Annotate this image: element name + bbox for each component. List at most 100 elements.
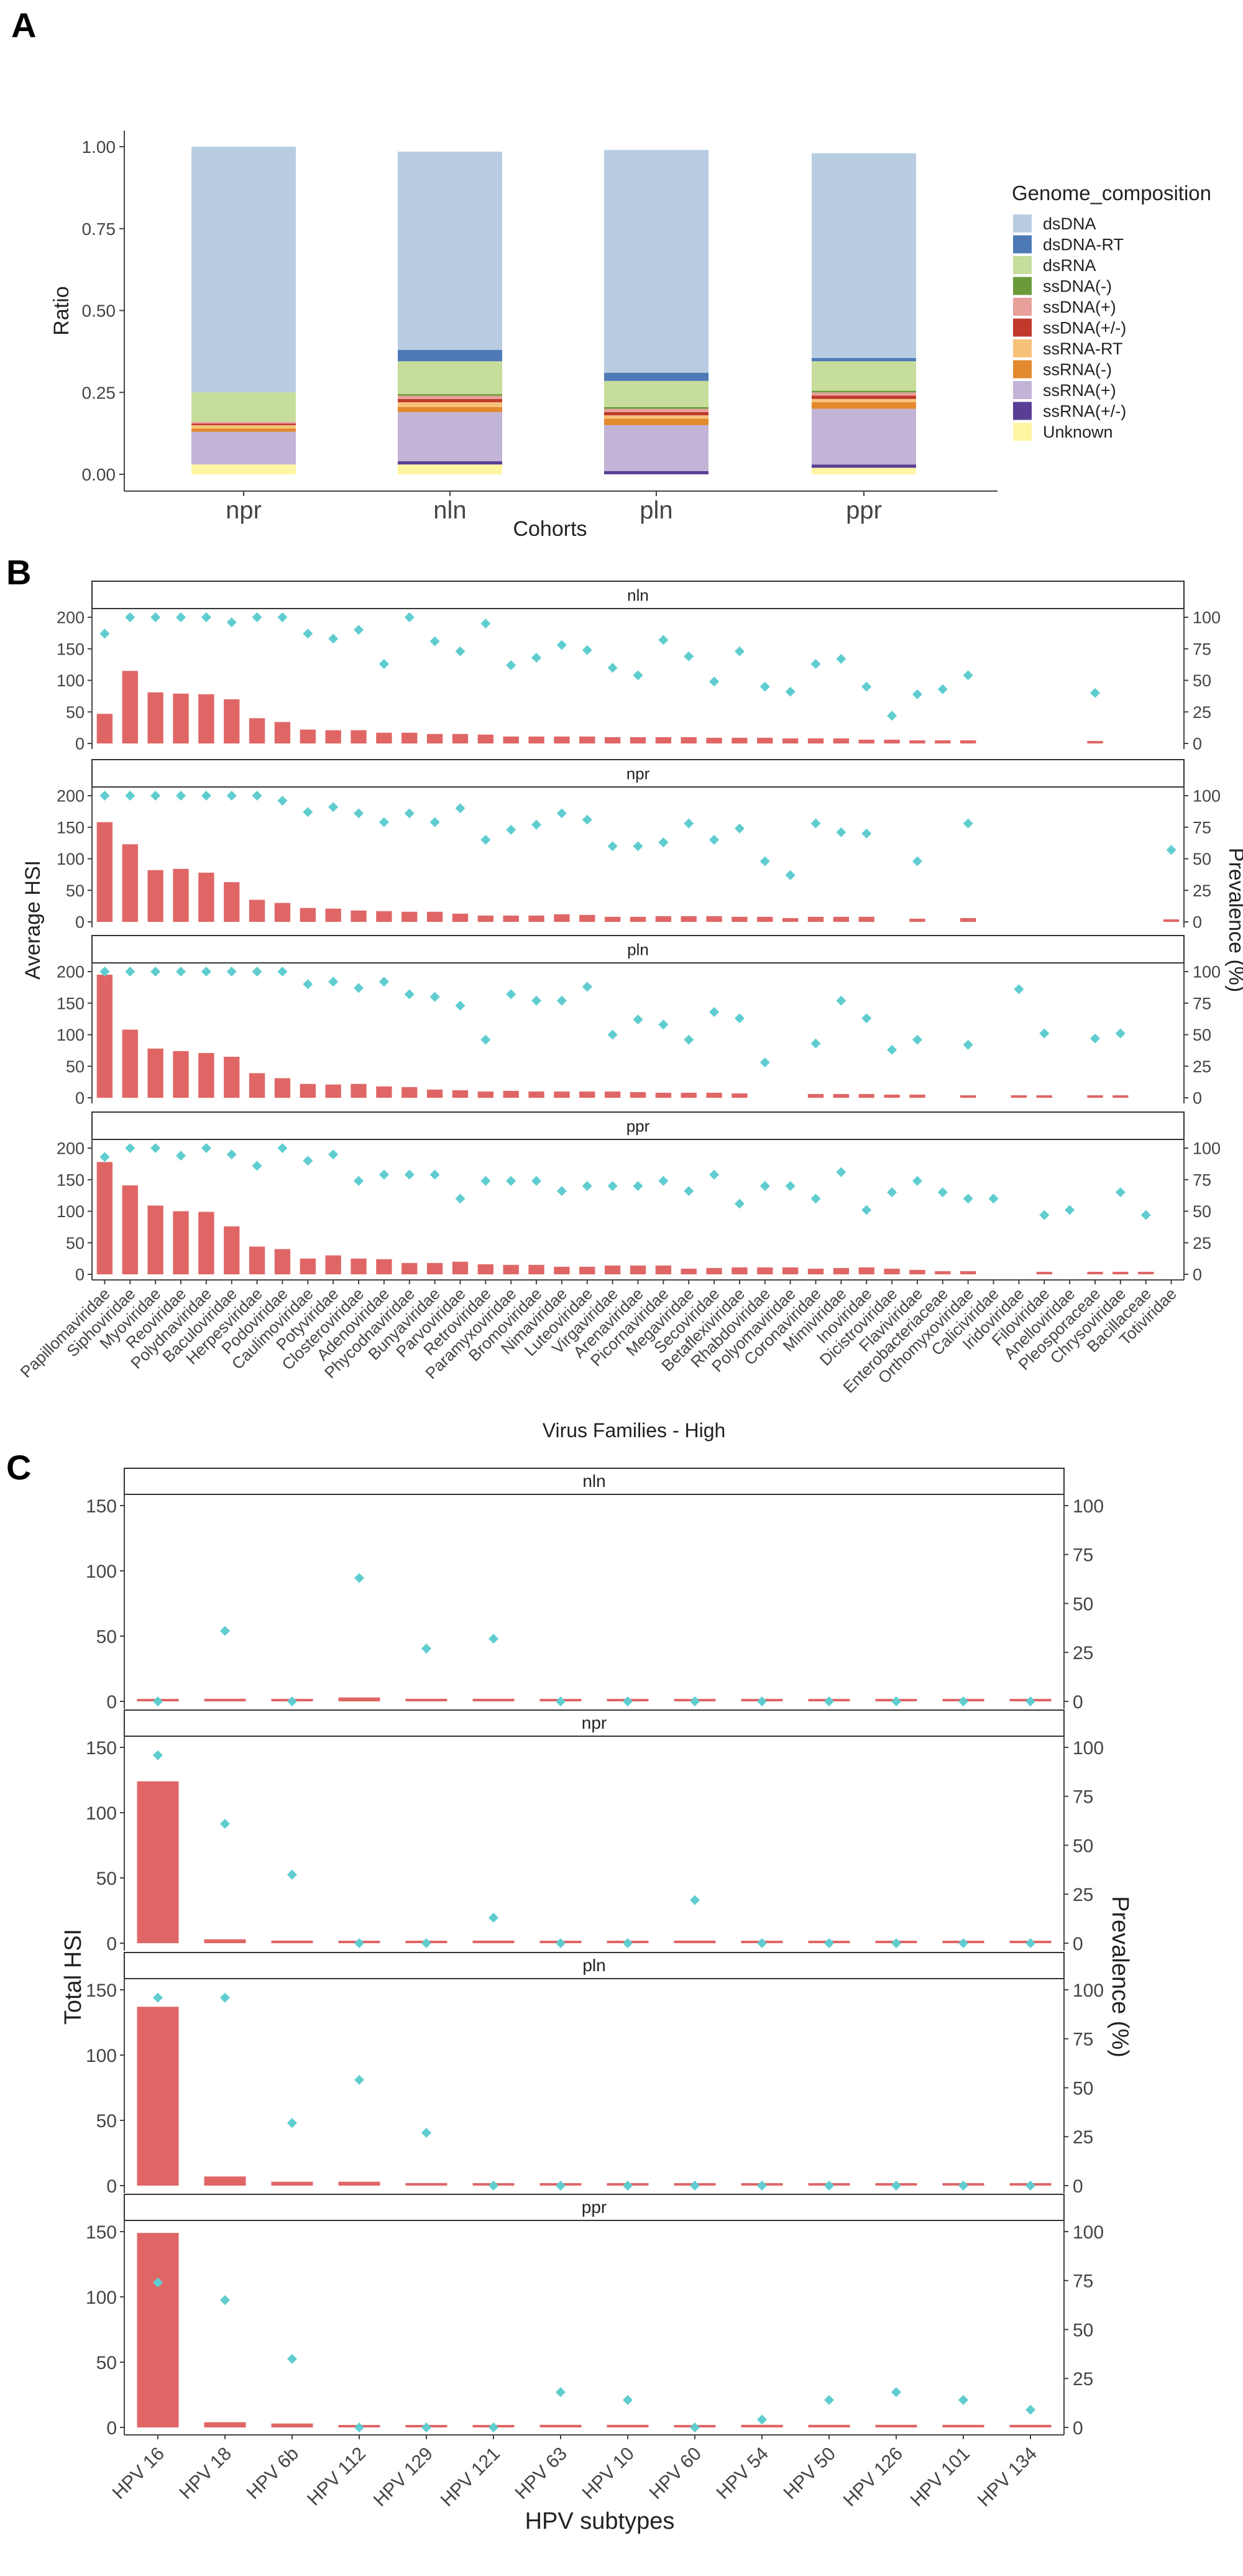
panel-b-prevalence-point — [125, 1143, 135, 1153]
panel-a-bar-segment — [812, 395, 916, 399]
panel-a-legend-label: ssRNA(+/-) — [1043, 402, 1126, 421]
panel-b-y2-tick-label: 50 — [1193, 850, 1211, 868]
panel-c-prevalence-point — [488, 1913, 498, 1923]
panel-c-hsi-bar — [1009, 2424, 1052, 2427]
panel-b-prevalence-point — [252, 1161, 262, 1171]
panel-b-hsi-bar — [554, 1266, 570, 1274]
panel-b-prevalence-point — [125, 967, 135, 977]
panel-b-prevalence-point — [277, 612, 288, 622]
panel-b-y2-axis-title: Prevalence (%) — [1224, 848, 1243, 992]
panel-b-facet-label: npr — [626, 765, 650, 783]
panel-b-prevalence-point — [912, 689, 922, 699]
panel-c-hsi-bar — [338, 1697, 380, 1701]
panel-a-bar-segment — [191, 423, 296, 425]
panel-a-bar-segment — [604, 425, 709, 471]
panel-b-prevalence-point — [861, 828, 872, 839]
panel-b-x-axis-title: Virus Families - High — [543, 1419, 726, 1442]
panel-b-prevalence-point — [354, 1175, 364, 1186]
panel-b-prevalence-point — [429, 1169, 440, 1180]
panel-c-prevalence-point — [623, 2181, 633, 2191]
panel-a-bar-segment — [398, 151, 502, 350]
panel-c-prevalence-point — [220, 2295, 230, 2306]
panel-b-hsi-bar — [935, 1271, 951, 1274]
panel-b-prevalence-point — [836, 995, 846, 1006]
panel-b-hsi-bar — [503, 915, 519, 922]
panel-a-bar-segment — [191, 464, 296, 474]
panel-a-bar-segment — [604, 150, 709, 373]
panel-c-prevalence-point — [891, 2181, 901, 2191]
panel-c-prevalence-point — [153, 1750, 163, 1760]
panel-b-prevalence-point — [99, 967, 110, 977]
panel-c-facet-strip — [124, 1468, 1065, 1495]
panel-a-legend-swatch — [1013, 339, 1032, 357]
panel-b-hsi-bar — [147, 692, 163, 743]
panel-c-prevalence-point — [824, 1696, 834, 1706]
panel-b-hsi-bar — [655, 737, 672, 743]
panel-b-y-tick-label: 200 — [57, 787, 85, 806]
panel-b-y2-tick-label: 75 — [1193, 640, 1211, 658]
panel-c-facet-label: nln — [582, 1471, 605, 1491]
panel-b-hsi-bar — [173, 1051, 189, 1098]
panel-b-prevalence-point — [759, 1057, 770, 1068]
panel-c-prevalence-point — [220, 1818, 230, 1829]
panel-c-y2-tick-label: 0 — [1073, 1934, 1083, 1954]
panel-a-bar-segment — [398, 412, 502, 461]
panel-b-hsi-bar — [807, 738, 824, 743]
panel-b-prevalence-point — [429, 817, 440, 827]
panel-a-y-axis-title: Ratio — [50, 286, 73, 335]
panel-c-prevalence-point — [1025, 1938, 1035, 1948]
panel-b-facet-label: nln — [627, 586, 649, 605]
panel-b-hsi-bar — [782, 738, 799, 743]
panel-a-y-tick-label: 1.00 — [82, 137, 116, 157]
panel-b-prevalence-point — [1039, 1210, 1050, 1220]
panel-b-y-tick-label: 150 — [57, 994, 85, 1013]
panel-b-hsi-bar — [452, 1261, 469, 1274]
panel-b-hsi-bar — [249, 1246, 265, 1274]
panel-b-prevalence-point — [125, 791, 135, 801]
panel-b-prevalence-point — [759, 1180, 770, 1191]
panel-a-legend-swatch — [1013, 298, 1032, 316]
panel-c-y2-tick-label: 50 — [1073, 1594, 1093, 1614]
panel-b-y2-tick-label: 50 — [1193, 1202, 1211, 1221]
panel-a-legend-label: ssDNA(+/-) — [1043, 319, 1126, 338]
panel-c-hsi-bar — [808, 2424, 850, 2427]
panel-b-hsi-bar — [604, 916, 621, 922]
panel-b-y2-tick-label: 100 — [1193, 963, 1221, 982]
panel-a-bar-segment — [191, 431, 296, 465]
panel-c-hsi-bar — [942, 2424, 984, 2427]
panel-c-prevalence-point — [421, 2127, 431, 2138]
panel-b-prevalence-point — [861, 681, 872, 692]
panel-a-legend-swatch — [1013, 423, 1032, 441]
panel-b-prevalence-point — [252, 967, 262, 977]
panel-b-y-tick-label: 0 — [75, 913, 85, 932]
panel-b-y-tick-label: 200 — [57, 963, 85, 982]
panel-c-prevalence-point — [958, 1696, 968, 1706]
panel-c-y-tick-label: 100 — [86, 2046, 117, 2066]
panel-b-y2-tick-label: 0 — [1193, 735, 1202, 753]
panel-c-prevalence-point — [690, 1696, 700, 1706]
panel-b-hsi-bar — [858, 739, 874, 743]
panel-a-y-tick-label: 0.50 — [82, 301, 116, 321]
panel-c-prevalence-point — [421, 1643, 431, 1654]
panel-b-hsi-bar — [1036, 1271, 1052, 1274]
panel-b-prevalence-point — [556, 995, 567, 1006]
panel-b-hsi-bar — [249, 1073, 265, 1098]
panel-b-prevalence-point — [429, 991, 440, 1002]
panel-b-hsi-bar — [325, 730, 341, 743]
panel-b-prevalence-point — [328, 802, 339, 812]
panel-c-y-tick-label: 50 — [96, 2111, 117, 2132]
panel-b-hsi-bar — [351, 910, 367, 922]
panel-b-hsi-bar — [1087, 1095, 1103, 1098]
panel-b-hsi-bar — [554, 914, 570, 922]
panel-a-bar-segment — [812, 392, 916, 396]
panel-c-hsi-bar — [741, 2424, 783, 2427]
panel-b-hsi-bar — [706, 737, 722, 743]
panel-b-hsi-bar — [528, 1264, 544, 1274]
panel-b-hsi-bar — [706, 916, 722, 922]
panel-b-prevalence-point — [658, 1175, 669, 1186]
panel-c-prevalence-point — [690, 2181, 700, 2191]
panel-c-prevalence-point — [824, 2181, 834, 2191]
panel-c-hsi-bar — [137, 2007, 179, 2186]
panel-b-prevalence-point — [607, 1180, 618, 1191]
panel-b-hsi-bar — [224, 882, 240, 922]
